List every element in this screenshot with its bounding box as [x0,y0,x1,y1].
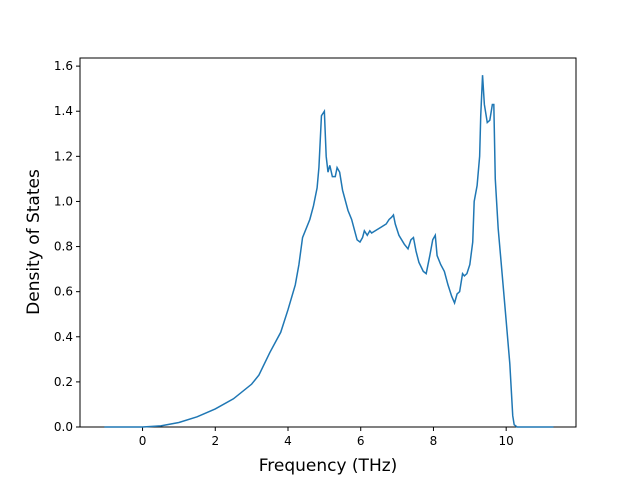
line-series [104,75,554,428]
y-tick-label: 0.0 [54,420,73,434]
x-tick-label: 8 [430,434,438,448]
y-tick-label: 1.4 [54,104,73,118]
x-tick-label: 6 [357,434,365,448]
y-tick-label: 0.2 [54,375,73,389]
x-tick-label: 0 [139,434,147,448]
x-tick-label: 10 [499,434,514,448]
x-tick-label: 4 [284,434,292,448]
x-tick-label: 2 [211,434,219,448]
x-axis-label: Frequency (THz) [259,456,398,476]
y-axis-label: Density of States [24,169,44,315]
y-tick-label: 1.2 [54,149,73,163]
y-tick-label: 0.8 [54,240,73,254]
plot-frame [79,57,577,428]
y-tick-label: 0.6 [54,285,73,299]
y-tick-label: 1.0 [54,194,73,208]
y-tick-label: 0.4 [54,330,73,344]
y-tick-label: 1.6 [54,59,73,73]
